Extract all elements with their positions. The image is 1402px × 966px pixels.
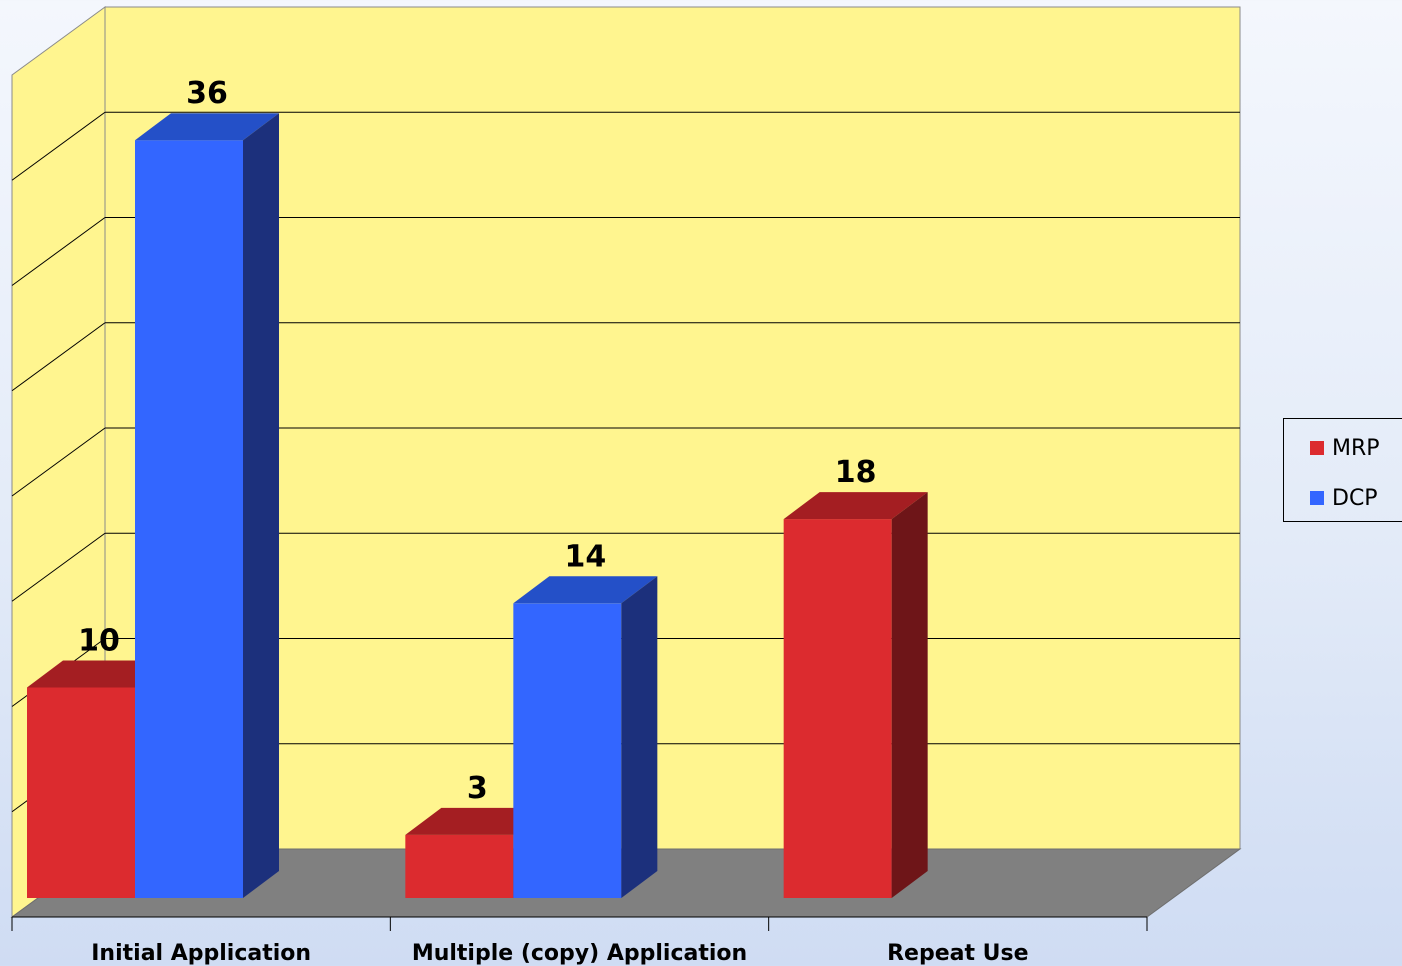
- legend-swatch-mrp: [1310, 441, 1324, 455]
- x-tick-label: Repeat Use: [887, 941, 1028, 966]
- bar-mrp-2: [405, 834, 514, 898]
- data-label-mrp-2: 3: [467, 771, 488, 806]
- gridlines: [11, 111, 1240, 813]
- bar-side-dcp-1: [243, 113, 279, 898]
- data-labels: 10 36 3 14 18: [78, 76, 876, 806]
- x-tick-label: Initial Application: [91, 941, 311, 966]
- bars: [27, 113, 928, 898]
- data-label-mrp-3: 18: [835, 455, 877, 490]
- legend-item-dcp: DCP: [1310, 485, 1378, 511]
- bar-mrp-1: [27, 687, 135, 898]
- legend-label-mrp: MRP: [1332, 435, 1380, 461]
- bar-top-dcp-2: [513, 576, 658, 604]
- bar-mrp-3: [783, 519, 892, 898]
- gridline-side: [11, 217, 106, 286]
- gridline-side: [11, 111, 106, 181]
- bar-top-mrp-3: [783, 492, 928, 520]
- data-label-mrp-1: 10: [78, 624, 120, 659]
- gridline-side: [11, 427, 106, 497]
- gridline-side: [11, 532, 106, 602]
- legend: MRP DCP: [1283, 418, 1402, 522]
- legend-item-mrp: MRP: [1310, 435, 1380, 461]
- legend-swatch-dcp: [1310, 491, 1324, 505]
- data-label-dcp-1: 36: [186, 76, 228, 111]
- bar-dcp-1: [135, 140, 243, 898]
- x-axis: Initial Application Multiple (copy) Appli…: [11, 916, 1148, 966]
- bar-top-dcp-1: [135, 113, 279, 141]
- legend-label-dcp: DCP: [1332, 485, 1378, 511]
- bar-side-mrp-3: [891, 492, 928, 898]
- data-label-dcp-2: 14: [564, 539, 606, 574]
- gridline-side: [11, 322, 106, 392]
- bar-dcp-2: [513, 603, 622, 898]
- x-tick-label: Multiple (copy) Application: [412, 941, 747, 966]
- bar-side-dcp-2: [621, 576, 658, 898]
